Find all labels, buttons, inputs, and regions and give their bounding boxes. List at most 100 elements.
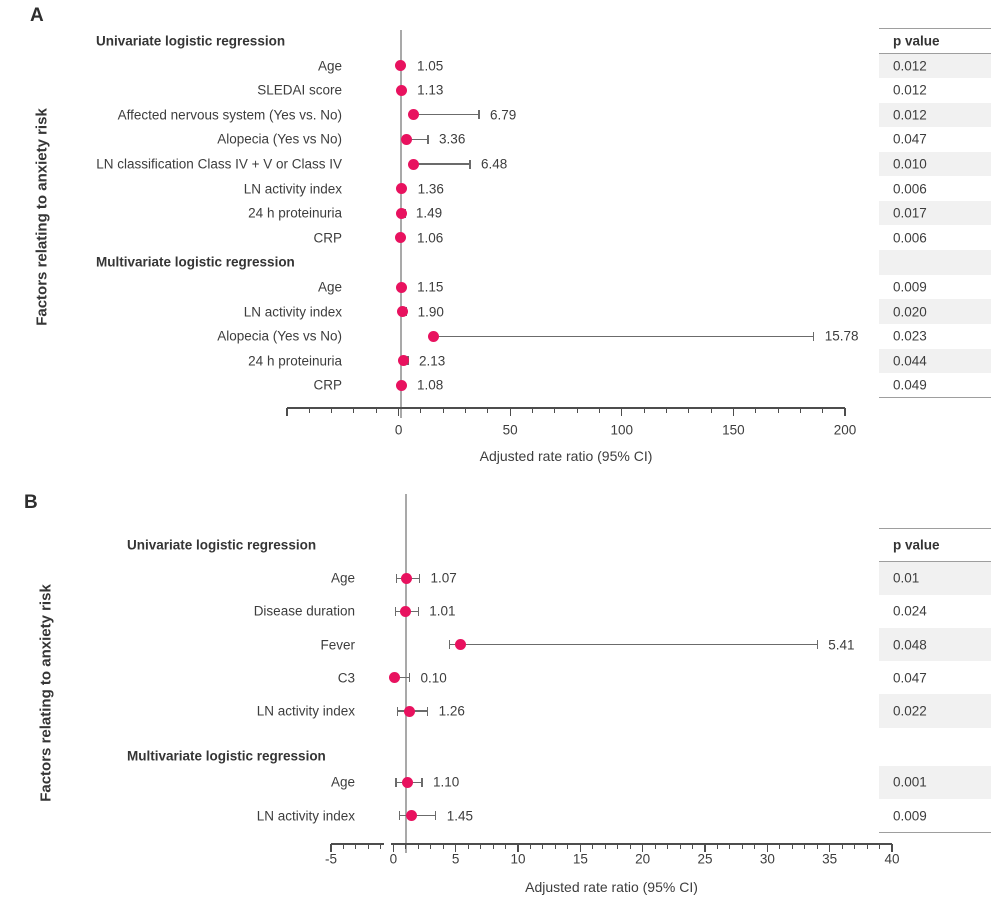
data-point-dot (403, 705, 415, 717)
value-label: 1.07 (430, 570, 457, 586)
ci-line (399, 814, 436, 817)
data-point-dot (395, 232, 407, 244)
x-axis-minor-tick (331, 408, 333, 413)
ci-cap (394, 606, 396, 616)
x-axis-tick-label: 25 (697, 851, 713, 867)
table-row-shade (879, 53, 991, 78)
p-value-cell: 0.024 (893, 603, 927, 619)
row-label: LN activity index (256, 703, 355, 719)
p-value-cell: 0.012 (893, 58, 927, 74)
x-axis-minor-tick (755, 408, 757, 413)
x-axis-minor-tick (654, 844, 656, 849)
x-axis-minor-tick (342, 844, 344, 849)
data-point-dot (395, 379, 407, 391)
x-axis-minor-tick (592, 844, 594, 849)
x-axis-minor-tick (688, 408, 690, 413)
data-point-dot (455, 639, 467, 651)
value-label: 6.48 (481, 156, 508, 172)
table-border-line (879, 527, 991, 529)
data-point-dot (395, 281, 407, 293)
x-axis-minor-tick (529, 844, 531, 849)
table-row-shade (879, 694, 991, 728)
data-point-dot (395, 60, 407, 72)
row-label: 24 h proteinuria (248, 353, 342, 369)
ci-cap (395, 573, 398, 583)
x-axis-minor-tick (710, 408, 712, 413)
value-label: 1.10 (433, 774, 460, 790)
ci-cap (435, 811, 437, 821)
ci-cap (427, 134, 429, 144)
table-border-line (879, 52, 991, 54)
value-label: 1.90 (417, 304, 444, 320)
x-axis-minor-tick (822, 408, 824, 413)
ci-line (433, 335, 814, 337)
data-point-dot (389, 672, 401, 684)
x-axis-tick-label: 40 (884, 851, 900, 867)
value-label: 1.01 (429, 603, 456, 619)
panel-b-pvalue-header: p value (893, 537, 940, 553)
row-label: LN activity index (243, 181, 342, 197)
row-label: LN activity index (256, 808, 355, 824)
data-point-dot (405, 810, 417, 822)
data-point-dot (428, 330, 440, 342)
x-axis-tick-label: 100 (610, 422, 634, 438)
table-border-line (879, 397, 991, 399)
row-label: Age (317, 279, 342, 295)
table-row-shade (879, 348, 991, 374)
p-value-cell: 0.012 (893, 107, 927, 123)
ci-line (413, 163, 471, 165)
p-value-cell: 0.009 (893, 808, 927, 824)
value-label: 1.13 (417, 82, 444, 98)
x-axis-minor-tick (308, 408, 310, 413)
ci-cap (478, 110, 480, 120)
row-label: Age (330, 774, 355, 790)
table-row-shade (879, 151, 991, 177)
p-value-cell: 0.009 (893, 279, 927, 295)
section-label: Univariate logistic regression (127, 537, 317, 553)
x-axis-major-tick (642, 844, 644, 852)
x-axis-minor-tick (554, 844, 556, 849)
value-label: 15.78 (824, 328, 859, 344)
x-axis-major-tick (509, 408, 511, 416)
x-axis-minor-tick (442, 408, 444, 413)
data-point-dot (397, 355, 409, 367)
ci-cap (417, 606, 419, 616)
value-label: 1.05 (416, 58, 444, 74)
row-label: Disease duration (253, 603, 355, 619)
x-axis-minor-tick (355, 844, 357, 849)
row-label: Alopecia (Yes vs No) (217, 328, 342, 344)
x-axis-minor-tick (629, 844, 631, 849)
value-label: 6.79 (489, 107, 517, 123)
table-row-shade (879, 102, 991, 128)
p-value-cell: 0.006 (893, 181, 927, 197)
value-label: 1.36 (417, 181, 444, 197)
x-axis-minor-tick (716, 844, 718, 849)
x-axis-minor-tick (816, 844, 818, 849)
x-axis-minor-tick (799, 408, 801, 413)
x-axis-minor-tick (741, 844, 743, 849)
ci-cap (469, 159, 471, 169)
x-axis-minor-tick (779, 844, 781, 849)
x-axis-minor-tick (532, 408, 534, 413)
x-axis-minor-tick (480, 844, 482, 849)
value-label: 1.45 (446, 808, 473, 824)
value-label: 2.13 (418, 353, 446, 369)
table-row-shade (879, 200, 991, 226)
x-axis-tick-label: 0 (394, 422, 403, 438)
x-axis-major-tick (517, 844, 519, 852)
x-axis-minor-tick (665, 408, 667, 413)
x-axis-major-tick (844, 408, 846, 416)
x-axis-minor-tick (375, 408, 377, 413)
row-label: LN activity index (243, 304, 342, 320)
section-label: Univariate logistic regression (96, 33, 286, 49)
panel-a-pvalue-header: p value (893, 33, 940, 49)
x-axis-minor-tick (465, 408, 467, 413)
x-axis-major-tick (766, 844, 768, 852)
p-value-cell: 0.023 (893, 328, 927, 344)
x-axis-minor-tick (617, 844, 619, 849)
x-axis-line (287, 407, 845, 409)
x-axis-tick-label: 30 (759, 851, 775, 867)
x-axis-major-tick (621, 408, 623, 416)
table-row-shade (879, 765, 991, 799)
x-axis-tick-label: 50 (502, 422, 518, 438)
